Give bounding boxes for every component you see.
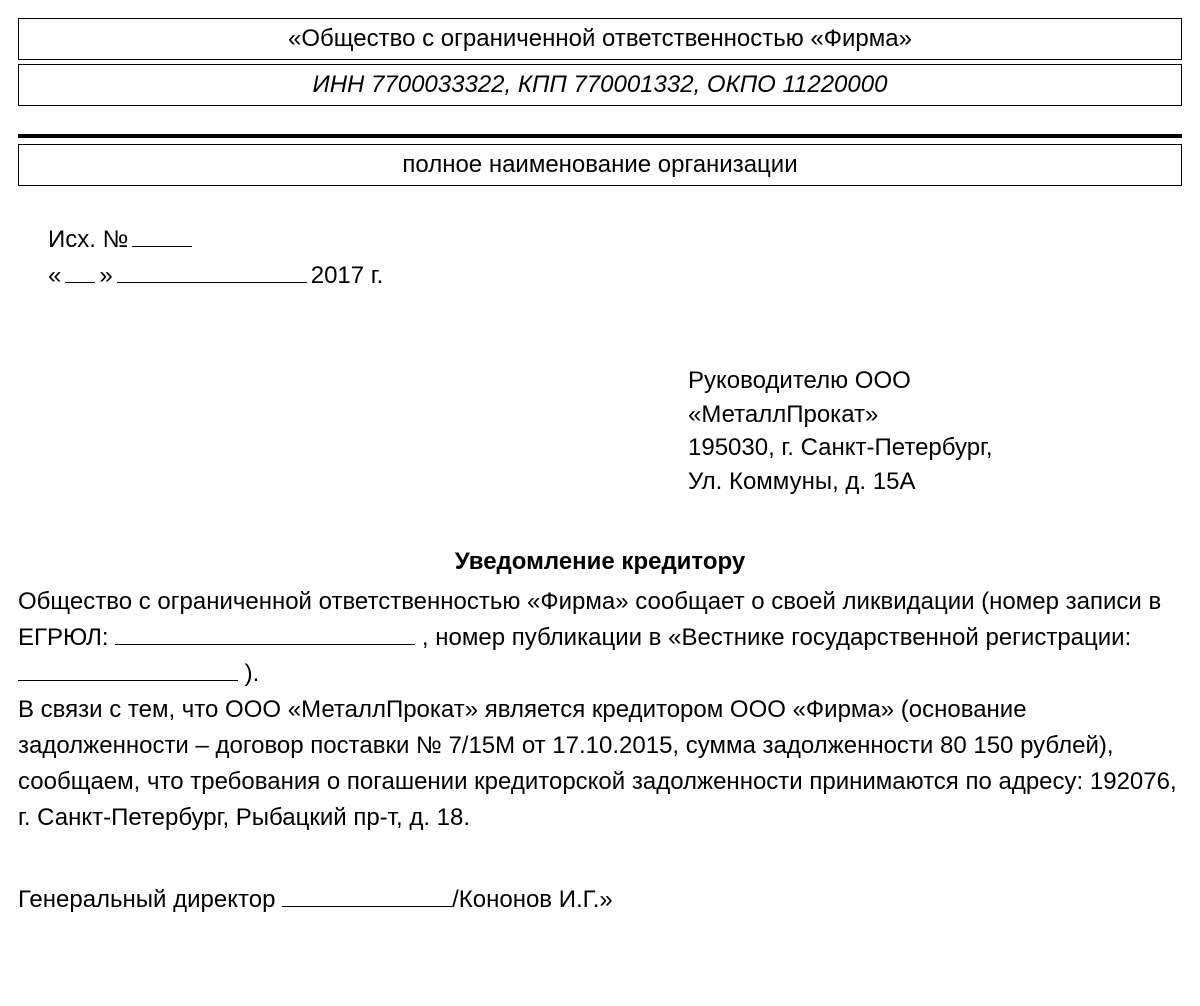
signature-line: Генеральный директор /Кононов И.Г.» — [18, 886, 1182, 914]
signature-blank[interactable] — [282, 887, 452, 907]
recipient-line-4: Ул. Коммуны, д. 15А — [688, 465, 1182, 499]
egrul-number-blank[interactable] — [115, 625, 415, 645]
company-details-text: ИНН 7700033322, КПП 770001332, ОКПО 1122… — [313, 71, 888, 98]
org-name-box: полное наименование организации — [18, 144, 1182, 186]
date-day-blank[interactable] — [65, 263, 95, 283]
reference-section: Исх. № « » 2017 г. — [18, 222, 1182, 294]
recipient-line-3: 195030, г. Санкт-Петербург, — [688, 431, 1182, 465]
signature-name: /Кононов И.Г.» — [452, 886, 613, 913]
date-year: 2017 г. — [311, 258, 384, 294]
outgoing-number-blank[interactable] — [132, 227, 192, 247]
recipient-block: Руководителю ООО «МеталлПрокат» 195030, … — [688, 364, 1182, 498]
body-p1-c: ). — [238, 660, 259, 687]
publication-number-blank[interactable] — [18, 661, 238, 681]
document-title: Уведомление кредитору — [18, 548, 1182, 576]
date-line: « » 2017 г. — [48, 258, 1182, 294]
date-quote-close: » — [99, 258, 112, 294]
body-p2: В связи с тем, что ООО «МеталлПрокат» яв… — [18, 696, 1177, 831]
recipient-line-2: «МеталлПрокат» — [688, 398, 1182, 432]
signature-position: Генеральный директор — [18, 886, 282, 913]
recipient-line-1: Руководителю ООО — [688, 364, 1182, 398]
company-name-text: «Общество с ограниченной ответственность… — [288, 25, 912, 52]
outgoing-label: Исх. № — [48, 222, 128, 258]
date-quote-open: « — [48, 258, 61, 294]
body-p1-b: , номер публикации в «Вестнике государст… — [415, 624, 1131, 651]
date-month-blank[interactable] — [117, 263, 307, 283]
body-text: Общество с ограниченной ответственностью… — [18, 584, 1182, 836]
company-name-box: «Общество с ограниченной ответственность… — [18, 18, 1182, 60]
thick-divider — [18, 134, 1182, 138]
company-details-box: ИНН 7700033322, КПП 770001332, ОКПО 1122… — [18, 64, 1182, 106]
outgoing-number-line: Исх. № — [48, 222, 1182, 258]
org-full-name-label: полное наименование организации — [402, 151, 797, 178]
